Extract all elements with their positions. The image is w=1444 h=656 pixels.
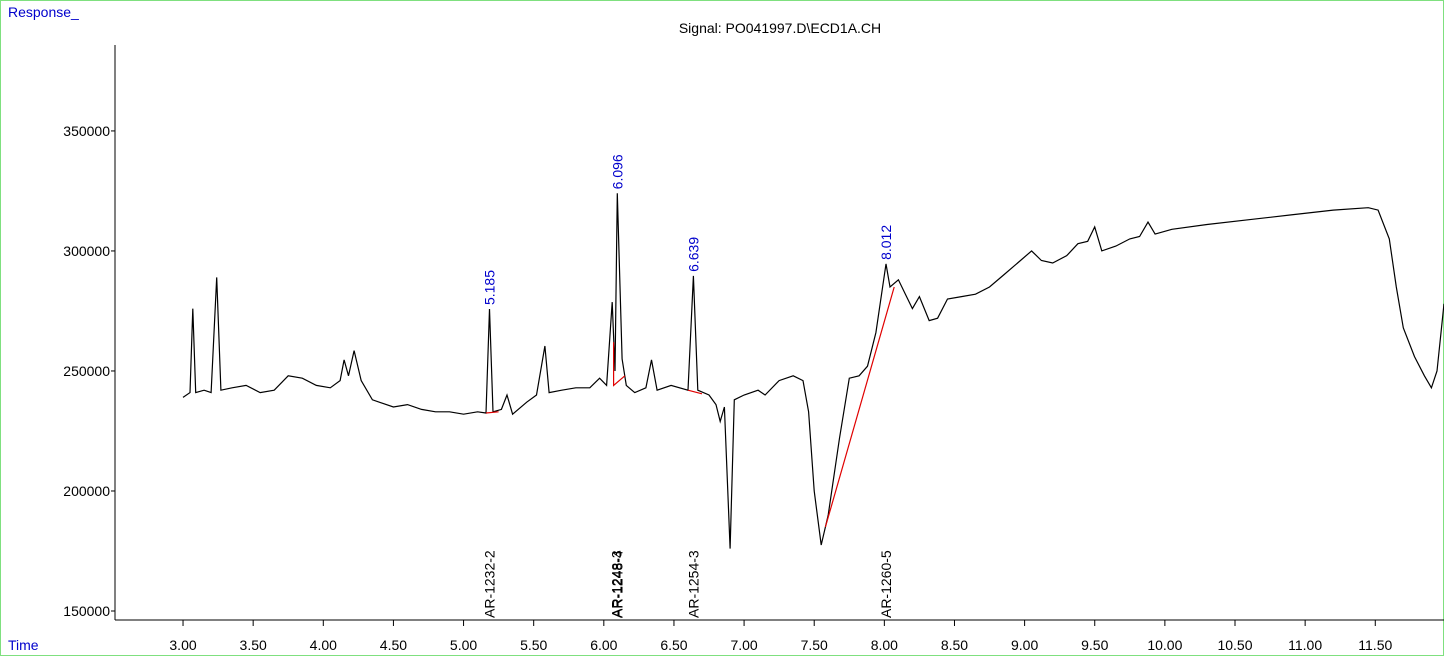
peak-label: 6.639 (685, 237, 701, 272)
chart-title: Signal: PO041997.D\ECD1A.CH (679, 20, 881, 36)
x-tick-label: 11.50 (1358, 637, 1392, 653)
integration-baseline (613, 342, 626, 387)
x-axis-label: Time (8, 637, 39, 653)
x-tick-label: 3.00 (169, 637, 196, 653)
compound-label: AR-1232-2 (482, 550, 498, 618)
x-tick-label: 4.00 (310, 637, 337, 653)
x-tick-label: 9.50 (1081, 637, 1108, 653)
compound-label: AR-1248-4 (609, 550, 625, 618)
y-tick-label: 350000 (63, 123, 110, 139)
compound-label: AR-1254-3 (685, 550, 701, 618)
x-tick-label: 3.50 (240, 637, 267, 653)
x-tick-label: 5.50 (520, 637, 547, 653)
compound-label: AR-1248-3 (608, 550, 624, 618)
x-tick-label: 9.00 (1011, 637, 1038, 653)
x-tick-label: 7.50 (801, 637, 828, 653)
y-tick-label: 200000 (63, 483, 110, 499)
y-tick-label: 250000 (63, 363, 110, 379)
signal-trace (182, 193, 1444, 549)
peak-label: 8.012 (878, 225, 894, 260)
x-tick-label: 5.00 (450, 637, 477, 653)
peak-label: 6.096 (609, 154, 625, 189)
integration-baseline (485, 411, 499, 414)
x-tick-label: 7.00 (730, 637, 757, 653)
y-axis-label: Response_ (8, 4, 79, 20)
integration-baseline (824, 286, 895, 528)
x-tick-label: 11.00 (1288, 637, 1322, 653)
integration-baseline (687, 389, 703, 395)
y-tick-label: 300000 (63, 243, 110, 259)
x-tick-label: 10.50 (1217, 637, 1252, 653)
x-tick-label: 6.00 (590, 637, 617, 653)
x-tick-label: 4.50 (380, 637, 407, 653)
x-tick-label: 10.00 (1147, 637, 1182, 653)
x-tick-label: 8.00 (871, 637, 898, 653)
peak-label: 5.185 (482, 270, 498, 305)
y-tick-label: 150000 (63, 603, 110, 619)
x-tick-label: 8.50 (941, 637, 968, 653)
compound-label: AR-1260-5 (878, 550, 894, 618)
x-tick-label: 6.50 (660, 637, 687, 653)
